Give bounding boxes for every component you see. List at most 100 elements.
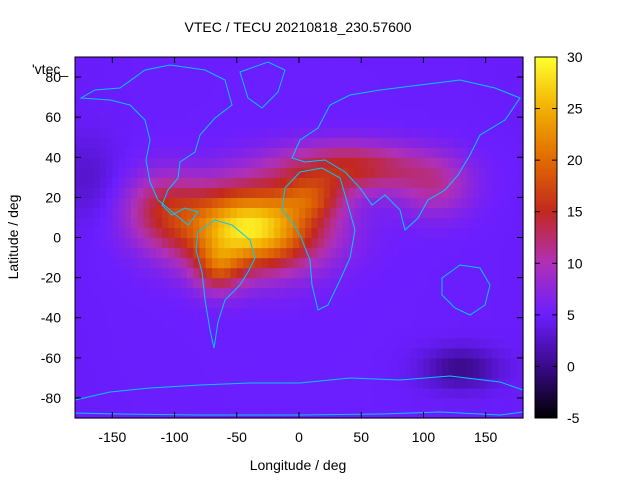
heatmap-cell xyxy=(429,97,437,108)
heatmap-cell xyxy=(280,387,288,399)
heatmap-cell xyxy=(211,277,219,289)
heatmap-cell xyxy=(417,337,425,349)
heatmap-cell xyxy=(218,327,225,339)
heatmap-cell xyxy=(168,77,176,88)
heatmap-cell xyxy=(491,267,499,279)
heatmap-cell xyxy=(205,357,213,369)
heatmap-cell xyxy=(417,327,425,339)
heatmap-cell xyxy=(417,347,425,359)
heatmap-cell xyxy=(491,347,499,359)
heatmap-cell xyxy=(180,187,188,198)
heatmap-cell xyxy=(199,247,207,259)
heatmap-cell xyxy=(155,217,163,229)
heatmap-cell xyxy=(280,307,288,319)
heatmap-cell xyxy=(467,257,474,269)
heatmap-cell xyxy=(106,227,113,239)
heatmap-cell xyxy=(454,207,462,219)
heatmap-cell xyxy=(193,337,201,349)
heatmap-cell xyxy=(249,107,257,118)
heatmap-cell xyxy=(112,97,120,108)
heatmap-cell xyxy=(305,77,313,88)
heatmap-cell xyxy=(99,227,107,239)
heatmap-cell xyxy=(299,97,306,108)
heatmap-cell xyxy=(168,167,176,178)
heatmap-cell xyxy=(429,127,437,138)
heatmap-cell xyxy=(280,357,288,369)
heatmap-cell xyxy=(249,197,257,209)
heatmap-cell xyxy=(429,347,437,359)
heatmap-cell xyxy=(442,137,449,148)
heatmap-cell xyxy=(218,137,225,148)
heatmap-cell xyxy=(286,137,294,148)
heatmap-cell xyxy=(323,297,331,309)
heatmap-cell xyxy=(218,227,225,239)
heatmap-cell xyxy=(236,187,244,198)
heatmap-cell xyxy=(485,77,493,88)
heatmap-cell xyxy=(112,57,120,68)
heatmap-cell xyxy=(137,247,145,259)
heatmap-cell xyxy=(230,237,238,249)
heatmap-cell xyxy=(317,237,325,249)
heatmap-cell xyxy=(379,247,387,259)
heatmap-cell xyxy=(112,347,120,359)
heatmap-cell xyxy=(236,307,244,319)
heatmap-cell xyxy=(342,67,350,78)
heatmap-cell xyxy=(93,77,101,88)
heatmap-cell xyxy=(448,317,456,329)
heatmap-cell xyxy=(323,407,331,419)
heatmap-cell xyxy=(162,197,169,209)
heatmap-cell xyxy=(180,107,188,118)
heatmap-cell xyxy=(404,277,412,289)
heatmap-cell xyxy=(112,87,120,98)
heatmap-cell xyxy=(348,317,356,329)
heatmap-cell xyxy=(386,107,393,118)
heatmap-cell xyxy=(435,337,443,349)
heatmap-cell xyxy=(236,57,244,68)
heatmap-cell xyxy=(311,127,319,138)
heatmap-cell xyxy=(305,307,313,319)
heatmap-cell xyxy=(305,317,313,329)
heatmap-cell xyxy=(187,157,194,168)
heatmap-cell xyxy=(423,227,431,239)
heatmap-cell xyxy=(143,267,151,279)
heatmap-cell xyxy=(355,207,362,219)
heatmap-cell xyxy=(267,147,275,158)
heatmap-cell xyxy=(280,77,288,88)
heatmap-cell xyxy=(485,197,493,209)
heatmap-cell xyxy=(243,77,250,88)
heatmap-cell xyxy=(218,397,225,409)
heatmap-cell xyxy=(491,217,499,229)
heatmap-cell xyxy=(473,107,481,118)
heatmap-cell xyxy=(330,157,337,168)
heatmap-cell xyxy=(392,117,400,128)
heatmap-cell xyxy=(75,157,82,168)
heatmap-cell xyxy=(479,187,487,198)
heatmap-cell xyxy=(473,207,481,219)
heatmap-cell xyxy=(187,207,194,219)
heatmap-cell xyxy=(131,257,138,269)
heatmap-cell xyxy=(124,107,132,118)
heatmap-cell xyxy=(286,187,294,198)
heatmap-cell xyxy=(187,77,194,88)
heatmap-cell xyxy=(249,297,257,309)
heatmap-cell xyxy=(205,57,213,68)
heatmap-cell xyxy=(224,237,232,249)
heatmap-cell xyxy=(435,57,443,68)
heatmap-cell xyxy=(305,237,313,249)
heatmap-cell xyxy=(286,97,294,108)
heatmap-cell xyxy=(348,367,356,379)
heatmap-cell xyxy=(224,177,232,188)
heatmap-cell xyxy=(118,157,126,168)
heatmap-cell xyxy=(99,247,107,259)
heatmap-cell xyxy=(87,77,95,88)
heatmap-cell xyxy=(292,87,300,98)
heatmap-cell xyxy=(168,87,176,98)
heatmap-cell xyxy=(149,387,157,399)
heatmap-cell xyxy=(398,217,406,229)
heatmap-cell xyxy=(155,197,163,209)
heatmap-cell xyxy=(267,217,275,229)
heatmap-cell xyxy=(299,187,306,198)
heatmap-cell xyxy=(236,327,244,339)
heatmap-cell xyxy=(467,137,474,148)
heatmap-cell xyxy=(467,297,474,309)
